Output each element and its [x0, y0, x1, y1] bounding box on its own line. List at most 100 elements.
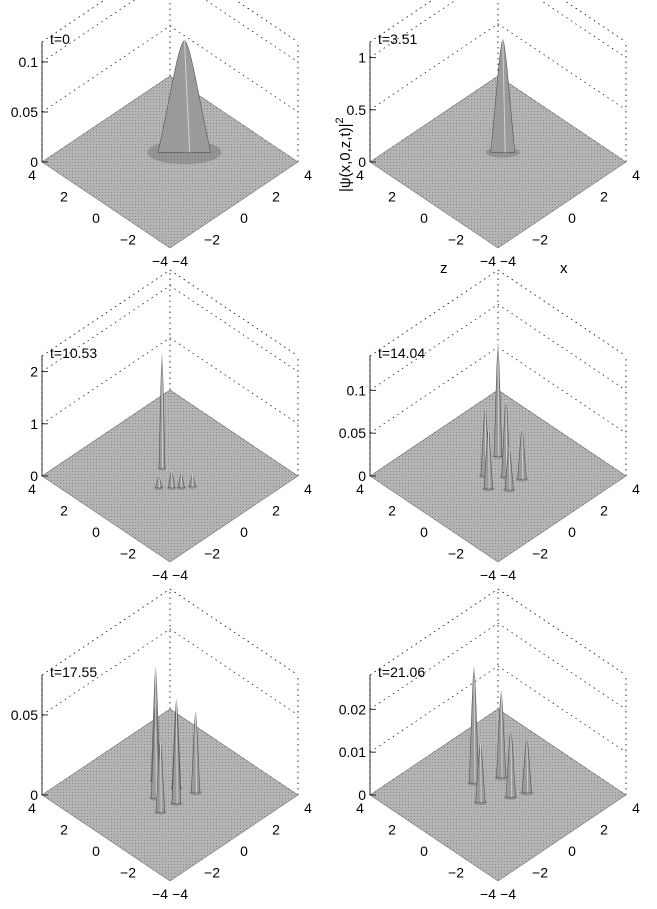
right-tick-label: −4 [172, 253, 188, 269]
peak-highlight [180, 472, 183, 488]
grid-line [369, 622, 627, 710]
surface-panel: t=21.06 0 0.01 0.02 4 2 0 −2 −4 −4 −2 0 2 4 [339, 588, 640, 902]
right-tick-label: −4 [500, 567, 516, 583]
left-tick-label: 4 [28, 167, 36, 183]
surface-floor [41, 389, 299, 563]
grid-line [41, 588, 171, 676]
peak-highlight [171, 469, 173, 488]
grid-line [41, 269, 171, 357]
left-tick-label: 4 [356, 800, 364, 816]
z-tick-label: 0 [30, 154, 38, 170]
z-tick-label: 0 [358, 154, 366, 170]
left-tick-label: −4 [480, 253, 496, 269]
grid-line [369, 269, 499, 357]
peak-highlight [510, 728, 513, 798]
x-axis-label: x [560, 260, 568, 277]
right-tick-label: −4 [500, 253, 516, 269]
left-tick-label: −2 [448, 546, 464, 562]
right-tick-label: 4 [304, 481, 312, 497]
right-tick-label: 4 [304, 800, 312, 816]
z-tick-label: 0.05 [11, 707, 38, 723]
peak-highlight [155, 702, 157, 799]
right-tick-label: 2 [272, 822, 280, 838]
right-tick-label: 2 [272, 503, 280, 519]
grid-line [497, 588, 627, 676]
left-tick-label: 4 [356, 481, 364, 497]
left-tick-label: 4 [28, 800, 36, 816]
left-tick-label: 4 [356, 167, 364, 183]
z-axis-label: z [440, 260, 448, 277]
z-tick-label: 0 [358, 468, 366, 484]
panel-title: t=14.04 [378, 345, 425, 361]
right-tick-label: 4 [304, 167, 312, 183]
panel-title: t=17.55 [50, 664, 97, 680]
peak-highlight [158, 474, 160, 488]
left-tick-label: −2 [120, 232, 136, 248]
right-tick-label: 0 [568, 524, 576, 540]
surface-panel: t=0 0 0.05 0.1 4 2 0 −2 −4 −4 −2 0 2 4 [11, 0, 312, 269]
peak-highlight [500, 692, 503, 778]
left-tick-label: 2 [60, 189, 68, 205]
peak-highlight [191, 473, 194, 487]
surface-floor [369, 75, 627, 249]
grid-line [369, 303, 627, 391]
right-tick-label: 0 [240, 210, 248, 226]
left-tick-label: 2 [60, 822, 68, 838]
right-tick-label: −2 [204, 232, 220, 248]
right-tick-label: 4 [632, 800, 640, 816]
right-tick-label: 2 [272, 189, 280, 205]
right-tick-label: 2 [600, 189, 608, 205]
right-tick-label: −2 [532, 546, 548, 562]
left-tick-label: 0 [92, 843, 100, 859]
peak-highlight [473, 667, 476, 784]
z-tick-label: 0 [30, 787, 38, 803]
peak-highlight [502, 39, 506, 153]
right-tick-label: 4 [632, 481, 640, 497]
panel-title: t=3.51 [378, 31, 418, 47]
peak-highlight [487, 428, 490, 489]
left-tick-label: 0 [92, 210, 100, 226]
peak-highlight [175, 707, 178, 804]
left-tick-label: −2 [120, 865, 136, 881]
z-axis-quantity-label: |ψ(x,0,z,t)|2 [334, 117, 354, 192]
peak-highlight [183, 40, 191, 153]
left-tick-label: 0 [420, 524, 428, 540]
right-tick-label: −2 [532, 232, 548, 248]
z-tick-label: 0.1 [19, 54, 39, 70]
right-tick-label: 2 [600, 822, 608, 838]
panel-title: t=21.06 [378, 664, 425, 680]
z-tick-label: 0 [358, 787, 366, 803]
left-tick-label: 0 [420, 843, 428, 859]
grid-line [169, 588, 299, 676]
surface-panel: t=10.53 0 1 2 4 2 0 −2 −4 −4 −2 0 2 4 [28, 269, 312, 583]
z-tick-label: 0.01 [339, 744, 366, 760]
grid-line [41, 285, 299, 372]
right-tick-label: −2 [204, 865, 220, 881]
right-tick-label: 0 [240, 843, 248, 859]
peak-highlight [159, 740, 162, 813]
surface-panel: t=3.51 0 0.5 1 4 2 0 −2 −4 −4 −2 0 2 4 [347, 0, 640, 269]
peak-highlight [508, 447, 511, 490]
left-tick-label: −4 [480, 567, 496, 583]
grid-line [562, 0, 627, 43]
panel-title: t=10.53 [50, 345, 97, 361]
grid-line [41, 628, 299, 716]
grid-line [41, 25, 299, 113]
left-tick-label: 2 [388, 503, 396, 519]
left-tick-label: −4 [480, 886, 496, 902]
left-tick-label: −2 [448, 232, 464, 248]
right-tick-label: −4 [172, 567, 188, 583]
surface-floor [41, 708, 299, 882]
peak-highlight [161, 353, 164, 469]
surface-floor [369, 389, 627, 563]
z-tick-label: 0.05 [339, 425, 366, 441]
z-tick-label: 0.1 [347, 382, 367, 398]
surface-panel: t=17.55 0 0.05 4 2 0 −2 −4 −4 −2 0 2 4 [11, 588, 312, 902]
left-tick-label: 0 [420, 210, 428, 226]
grid-line [369, 23, 627, 111]
peak-highlight [521, 427, 524, 480]
right-tick-label: −4 [172, 886, 188, 902]
right-tick-label: 0 [568, 843, 576, 859]
right-tick-label: −2 [204, 546, 220, 562]
